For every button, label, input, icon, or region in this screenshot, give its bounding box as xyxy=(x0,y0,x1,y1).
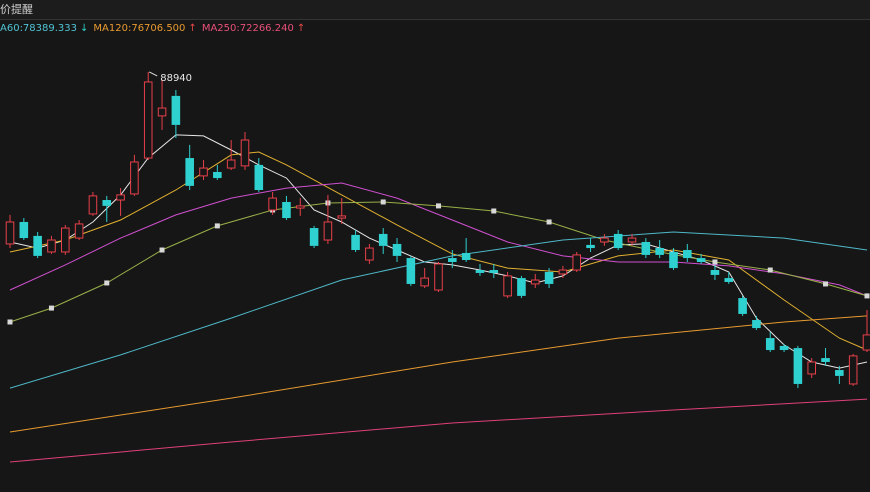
candle-body xyxy=(365,247,374,261)
candle-body xyxy=(461,252,471,261)
ma-marker xyxy=(767,267,773,273)
candle-body xyxy=(185,158,194,186)
candle-body xyxy=(199,167,208,177)
candle-body xyxy=(655,248,664,255)
candle-body xyxy=(33,235,42,256)
candle-body xyxy=(696,258,706,262)
top-bar: 价提醒 xyxy=(0,0,870,20)
ma-marker xyxy=(48,305,54,311)
candle-body xyxy=(517,278,526,296)
ma-marker xyxy=(104,280,110,286)
candle-body xyxy=(572,254,582,271)
candle-body xyxy=(448,258,457,262)
candle-body xyxy=(627,237,637,243)
legend-arrow: ↑ xyxy=(296,23,306,34)
candle-body xyxy=(47,239,56,253)
annotation: 88940 xyxy=(160,73,192,84)
candle-body xyxy=(475,270,485,273)
candle-body xyxy=(420,277,429,287)
candle-body xyxy=(821,358,830,362)
title: 价提醒 xyxy=(0,3,33,16)
candle-body xyxy=(793,348,803,384)
candle-body xyxy=(835,370,844,376)
candle-body xyxy=(641,241,651,255)
ma-marker xyxy=(823,281,829,287)
candle-body xyxy=(143,81,153,159)
candle-body xyxy=(765,338,775,351)
candle-body xyxy=(88,195,98,215)
ma-line xyxy=(9,398,868,463)
candle-body xyxy=(392,243,402,256)
candle-body xyxy=(807,361,816,375)
ma-line xyxy=(9,182,868,297)
ma-marker xyxy=(7,319,13,325)
candle-body xyxy=(848,355,858,385)
candle-body xyxy=(683,250,692,259)
candle-body xyxy=(213,171,222,179)
candle-body xyxy=(130,161,139,195)
candle-body xyxy=(157,107,167,117)
legend-text: A60:78389.333 xyxy=(0,23,78,34)
ma-marker xyxy=(436,203,441,209)
candle-body xyxy=(74,223,84,239)
legend-item: A60:78389.333 ↓ xyxy=(0,23,88,34)
legend: A60:78389.333 ↓ MA120:76706.500 ↑ MA250:7226… xyxy=(0,22,310,36)
ma-marker xyxy=(864,293,870,299)
candle-body xyxy=(530,279,540,285)
ma-marker xyxy=(214,223,220,229)
ma-marker xyxy=(712,259,718,265)
ma-marker xyxy=(380,199,386,205)
candle-body xyxy=(600,237,609,243)
candle-body xyxy=(337,215,347,219)
legend-text: MA120:76706.500 xyxy=(93,23,186,34)
candle-body xyxy=(586,244,595,249)
candle-body xyxy=(240,139,250,167)
candle-body xyxy=(61,227,70,253)
ma-marker xyxy=(491,208,497,214)
candle-body xyxy=(669,251,678,269)
candle-body xyxy=(779,345,789,351)
candle-body xyxy=(282,201,291,219)
candle-body xyxy=(558,269,568,275)
candle-body xyxy=(710,270,720,275)
ma-line xyxy=(9,315,868,433)
candle-body xyxy=(503,275,512,297)
annotation-pointer xyxy=(149,71,158,77)
candle-body xyxy=(862,334,870,351)
candle-body xyxy=(489,270,499,273)
candle-body xyxy=(226,159,236,169)
candle-body xyxy=(295,205,305,209)
legend-arrow: ↓ xyxy=(80,23,89,34)
candle-body xyxy=(724,278,734,282)
ma-marker xyxy=(546,219,552,225)
legend-item: MA120:76706.500 ↑ xyxy=(93,23,196,34)
candle-body xyxy=(19,221,29,239)
candle-body xyxy=(351,234,360,251)
candle-body xyxy=(406,258,416,284)
candle-body xyxy=(254,164,264,191)
candle-body xyxy=(752,320,761,329)
legend-arrow: ↑ xyxy=(188,23,197,34)
candle-body xyxy=(738,298,747,314)
ma-line xyxy=(9,151,868,351)
candle-body xyxy=(309,228,319,246)
candle-body xyxy=(378,233,388,246)
legend-item: MA250:72266.240 ↑ xyxy=(202,23,305,34)
candle-body xyxy=(116,194,125,201)
candle-body xyxy=(434,263,443,291)
legend-text: MA250:72266.240 xyxy=(201,23,294,34)
ma-marker xyxy=(159,247,165,253)
candle-body xyxy=(102,200,112,206)
candle-body xyxy=(5,221,15,245)
candle-body xyxy=(323,221,333,241)
candle-body xyxy=(613,233,623,249)
candle-body xyxy=(171,95,181,125)
candle-body xyxy=(268,197,277,211)
candle-body xyxy=(544,271,554,284)
